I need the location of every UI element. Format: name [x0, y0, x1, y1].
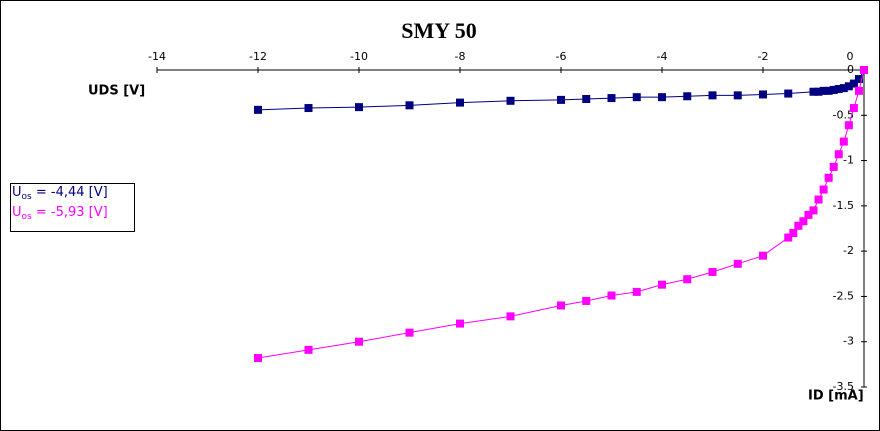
y-tick-label: -1.5	[833, 199, 854, 212]
data-point	[304, 104, 313, 113]
data-point	[814, 87, 823, 96]
data-point	[839, 84, 848, 93]
data-point	[809, 206, 818, 215]
data-point	[829, 85, 838, 94]
legend-box	[10, 183, 135, 232]
y-tick-label: -1	[843, 154, 854, 167]
legend-label: Uos = -5,93 [V]	[12, 205, 108, 222]
data-point	[582, 296, 591, 305]
data-point	[632, 93, 641, 102]
data-point	[557, 301, 565, 310]
x-tick-label: -6	[556, 50, 567, 63]
y-tick-label: -2.5	[833, 289, 854, 302]
data-point	[658, 280, 666, 289]
y-tick-label: -3	[843, 335, 854, 348]
x-tick-label: -14	[148, 50, 166, 63]
data-point	[844, 121, 853, 130]
y-axis-label: ID [mA]	[808, 389, 864, 404]
x-tick-label: -8	[455, 50, 466, 63]
chart-title: SMY 50	[401, 18, 477, 43]
data-point	[854, 75, 863, 84]
x-tick-label: -10	[350, 50, 368, 63]
data-point	[854, 86, 863, 95]
y-tick-label: -3.5	[833, 380, 854, 393]
data-point	[784, 89, 793, 98]
data-point	[860, 66, 868, 74]
x-axis-label: UDS [V]	[88, 84, 145, 99]
data-point	[632, 287, 641, 296]
data-point	[829, 162, 838, 171]
data-point	[304, 345, 313, 354]
data-point	[849, 104, 858, 113]
data-point	[355, 337, 363, 346]
data-point	[708, 267, 717, 276]
x-tick-label: -4	[657, 50, 668, 63]
data-point	[834, 85, 843, 94]
data-point	[844, 82, 853, 91]
data-point	[824, 173, 833, 182]
data-point	[607, 291, 616, 300]
data-point	[804, 210, 813, 219]
data-point	[814, 195, 823, 204]
data-point	[355, 103, 363, 112]
data-point	[607, 94, 616, 103]
y-tick-label: -0.5	[833, 108, 854, 121]
data-point	[834, 150, 843, 159]
data-point	[506, 312, 515, 321]
data-point	[824, 86, 833, 95]
data-point	[733, 91, 742, 100]
data-point	[456, 319, 464, 328]
data-point	[733, 259, 742, 268]
data-point	[683, 275, 692, 284]
data-point	[849, 79, 858, 88]
data-point	[456, 98, 464, 107]
data-point	[784, 233, 793, 242]
data-point	[254, 105, 262, 114]
data-point	[809, 87, 818, 96]
data-point	[582, 94, 591, 103]
data-point	[819, 86, 828, 95]
data-point	[799, 217, 808, 226]
data-point	[789, 229, 798, 238]
data-point	[658, 93, 666, 102]
x-tick-label: -12	[249, 50, 267, 63]
data-point	[506, 96, 515, 105]
data-point	[839, 137, 848, 146]
legend-label: Uos = -4,44 [V]	[12, 185, 108, 202]
data-point	[759, 90, 767, 99]
data-point	[405, 328, 414, 337]
data-point	[254, 354, 262, 363]
data-point	[405, 101, 414, 110]
y-tick-label: -2	[843, 244, 854, 257]
x-tick-label: -2	[758, 50, 769, 63]
data-point	[557, 95, 565, 104]
data-point	[819, 185, 828, 194]
data-point	[794, 221, 803, 230]
data-point	[683, 92, 692, 101]
data-point	[759, 251, 767, 260]
data-point	[708, 91, 717, 100]
y-tick-label: 0	[847, 63, 854, 76]
x-tick-label: 0	[847, 50, 854, 63]
